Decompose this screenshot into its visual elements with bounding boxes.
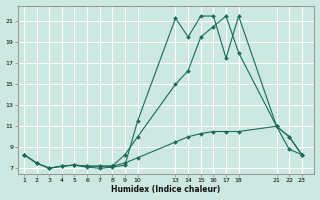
X-axis label: Humidex (Indice chaleur): Humidex (Indice chaleur) bbox=[111, 185, 221, 194]
